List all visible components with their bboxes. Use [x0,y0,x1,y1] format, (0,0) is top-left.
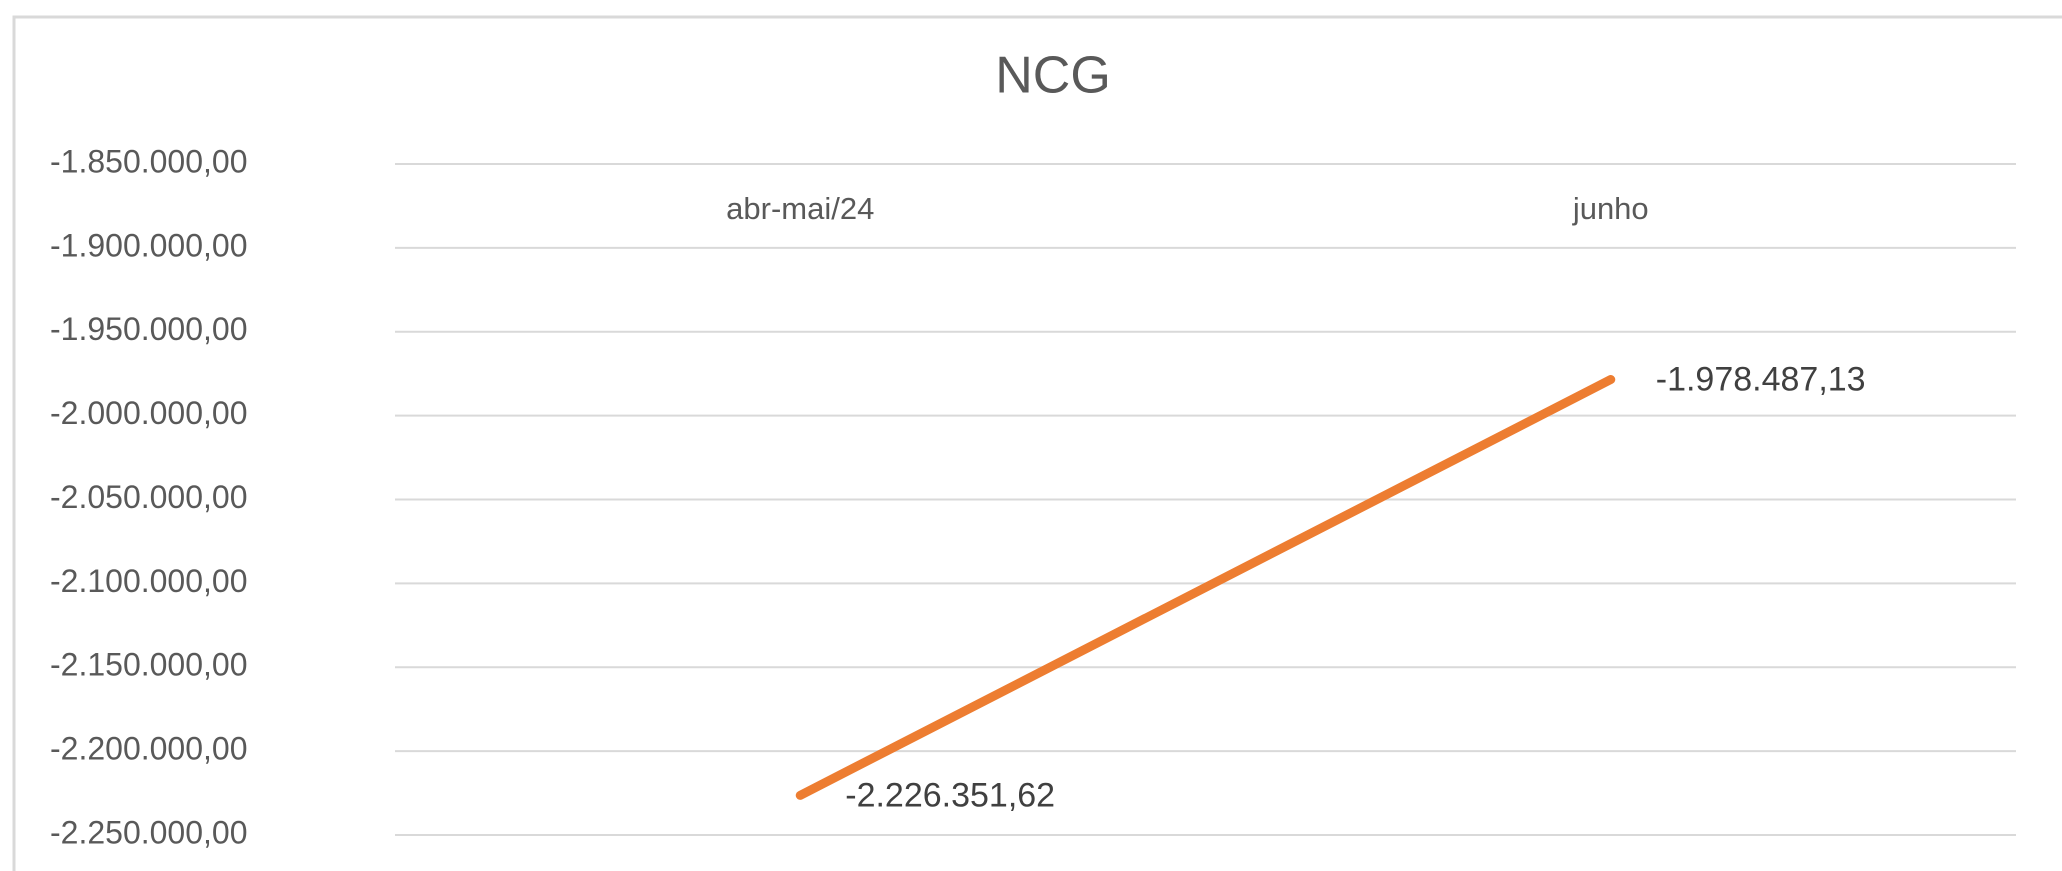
y-tick-label: -2.150.000,00 [50,647,248,683]
y-tick-label: -1.950.000,00 [50,311,248,347]
y-tick-label: -2.250.000,00 [50,814,248,850]
chart-title: NCG [995,47,1111,105]
y-tick-label: -1.850.000,00 [50,143,248,179]
y-tick-label: -2.200.000,00 [50,731,248,767]
y-tick-label: -2.000.000,00 [50,395,248,431]
chart-frame [12,15,2062,871]
y-tick-label: -2.050.000,00 [50,479,248,515]
x-tick-label: junho [1572,191,1649,226]
y-tick-label: -1.900.000,00 [50,227,248,263]
line-series [795,375,1616,800]
data-label: -2.226.351,62 [845,776,1055,814]
data-label: -1.978.487,13 [1656,361,1866,399]
y-tick-label: -2.100.000,00 [50,563,248,599]
x-tick-label: abr-mai/24 [726,191,874,226]
